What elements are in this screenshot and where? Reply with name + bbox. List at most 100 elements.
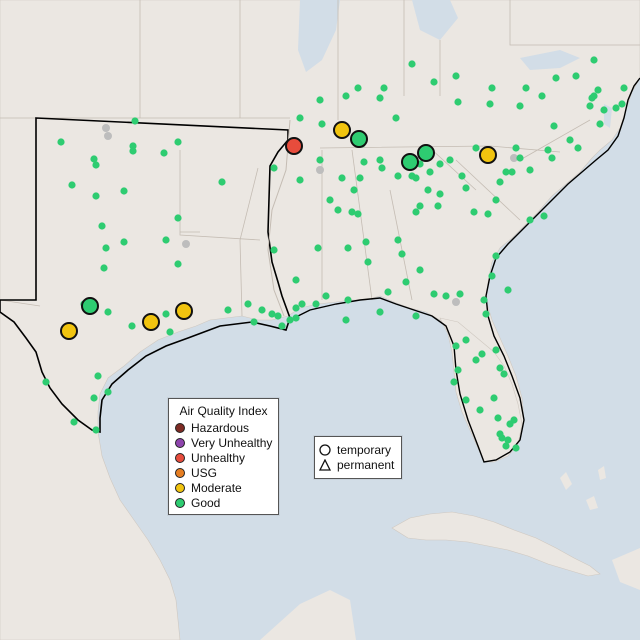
good-site[interactable]: [590, 92, 598, 100]
good-site[interactable]: [552, 74, 560, 82]
good-site[interactable]: [344, 244, 352, 252]
good-site[interactable]: [57, 138, 65, 146]
good-site[interactable]: [430, 290, 438, 298]
good-site[interactable]: [574, 144, 582, 152]
no-data-site[interactable]: [104, 132, 112, 140]
good-site[interactable]: [394, 236, 402, 244]
good-site[interactable]: [98, 222, 106, 230]
good-site[interactable]: [354, 84, 362, 92]
good-site[interactable]: [480, 296, 488, 304]
good-site[interactable]: [544, 146, 552, 154]
good-site[interactable]: [472, 356, 480, 364]
good-site[interactable]: [572, 72, 580, 80]
moderate-site[interactable]: [60, 322, 78, 340]
good-site[interactable]: [129, 142, 137, 150]
good-site[interactable]: [90, 155, 98, 163]
good-site[interactable]: [502, 168, 510, 176]
good-site[interactable]: [162, 310, 170, 318]
good-site[interactable]: [492, 252, 500, 260]
good-site[interactable]: [296, 176, 304, 184]
good-site[interactable]: [218, 178, 226, 186]
good-site[interactable]: [94, 372, 102, 380]
good-site[interactable]: [526, 216, 534, 224]
good-site[interactable]: [548, 154, 556, 162]
good-site[interactable]: [398, 250, 406, 258]
good-site[interactable]: [128, 322, 136, 330]
good-site[interactable]: [338, 174, 346, 182]
good-site[interactable]: [600, 106, 608, 114]
good-site[interactable]: [492, 196, 500, 204]
good-site[interactable]: [90, 394, 98, 402]
good-site[interactable]: [92, 426, 100, 434]
good-site[interactable]: [312, 300, 320, 308]
good-site[interactable]: [162, 236, 170, 244]
good-site[interactable]: [129, 147, 137, 155]
good-site[interactable]: [326, 196, 334, 204]
no-data-site[interactable]: [510, 154, 518, 162]
good-site[interactable]: [452, 72, 460, 80]
good-site[interactable]: [462, 184, 470, 192]
good-site[interactable]: [68, 181, 76, 189]
good-site[interactable]: [566, 136, 574, 144]
good-site[interactable]: [408, 172, 416, 180]
good-site[interactable]: [120, 238, 128, 246]
good-site[interactable]: [384, 288, 392, 296]
good-site[interactable]: [296, 114, 304, 122]
good-site[interactable]: [550, 122, 558, 130]
good-site[interactable]: [378, 164, 386, 172]
good-site-large[interactable]: [401, 153, 419, 171]
good-site[interactable]: [538, 92, 546, 100]
good-site[interactable]: [102, 244, 110, 252]
good-site[interactable]: [344, 296, 352, 304]
no-data-site[interactable]: [452, 298, 460, 306]
good-site[interactable]: [442, 292, 450, 300]
good-site[interactable]: [504, 286, 512, 294]
good-site[interactable]: [494, 414, 502, 422]
good-site[interactable]: [512, 144, 520, 152]
good-site[interactable]: [322, 292, 330, 300]
good-site[interactable]: [472, 144, 480, 152]
no-data-site[interactable]: [102, 124, 110, 132]
good-site[interactable]: [590, 56, 598, 64]
good-site[interactable]: [376, 94, 384, 102]
good-site[interactable]: [292, 276, 300, 284]
good-site[interactable]: [174, 214, 182, 222]
good-site[interactable]: [342, 316, 350, 324]
good-site[interactable]: [292, 314, 300, 322]
good-site[interactable]: [342, 92, 350, 100]
unhealthy-site[interactable]: [285, 137, 303, 155]
good-site[interactable]: [250, 318, 258, 326]
good-site[interactable]: [506, 420, 514, 428]
good-site[interactable]: [350, 186, 358, 194]
good-site[interactable]: [286, 316, 294, 324]
good-site[interactable]: [364, 258, 372, 266]
good-site[interactable]: [434, 202, 442, 210]
good-site[interactable]: [450, 378, 458, 386]
good-site[interactable]: [476, 406, 484, 414]
good-site[interactable]: [166, 328, 174, 336]
good-site[interactable]: [508, 168, 516, 176]
good-site[interactable]: [356, 174, 364, 182]
good-site[interactable]: [498, 434, 506, 442]
good-site[interactable]: [424, 186, 432, 194]
good-site[interactable]: [380, 84, 388, 92]
good-site[interactable]: [160, 149, 168, 157]
good-site[interactable]: [360, 158, 368, 166]
good-site[interactable]: [376, 308, 384, 316]
good-site[interactable]: [224, 306, 232, 314]
good-site[interactable]: [488, 84, 496, 92]
good-site[interactable]: [620, 84, 628, 92]
good-site[interactable]: [174, 138, 182, 146]
good-site[interactable]: [446, 156, 454, 164]
good-site[interactable]: [104, 388, 112, 396]
good-site[interactable]: [486, 100, 494, 108]
good-site[interactable]: [408, 60, 416, 68]
no-data-site[interactable]: [316, 166, 324, 174]
good-site[interactable]: [270, 246, 278, 254]
good-site[interactable]: [354, 210, 362, 218]
good-site[interactable]: [258, 306, 266, 314]
good-site[interactable]: [492, 346, 500, 354]
moderate-site[interactable]: [333, 121, 351, 139]
good-site[interactable]: [540, 212, 548, 220]
good-site[interactable]: [496, 178, 504, 186]
